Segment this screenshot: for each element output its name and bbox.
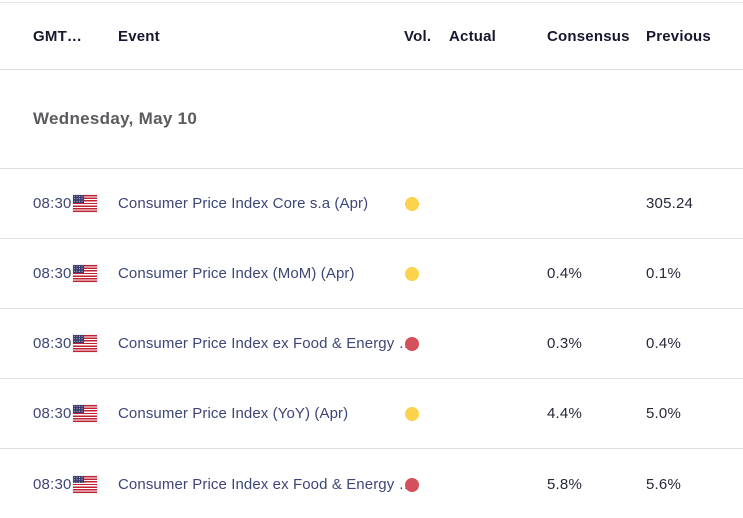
us-flag-icon [73,265,97,283]
previous-value: 5.6% [646,475,681,493]
us-flag-icon [73,405,97,423]
country-flag-cell [73,265,118,283]
country-flag-cell [73,405,118,423]
consensus-value: 5.8% [547,475,582,493]
us-flag-icon [73,335,97,353]
volatility-dot-icon [405,337,419,352]
previous-value: 5.0% [646,405,681,422]
event-name-link[interactable]: Consumer Price Index ex Food & Energy … [118,335,414,352]
volatility-cell [400,195,445,212]
column-header-previous: Previous [646,27,711,45]
volatility-cell [400,335,445,352]
volatility-cell [400,476,445,493]
event-name-link[interactable]: Consumer Price Index ex Food & Energy … [118,475,414,493]
event-name-link[interactable]: Consumer Price Index (YoY) (Apr) [118,405,349,422]
event-time: 08:30 [33,335,72,352]
event-name-link[interactable]: Consumer Price Index (MoM) (Apr) [118,265,355,282]
volatility-dot-icon [405,267,419,282]
event-time: 08:30 [33,475,72,493]
column-header-actual: Actual [449,27,497,45]
previous-value: 305.24 [646,195,694,212]
previous-value: 0.1% [646,265,681,282]
us-flag-icon [73,195,97,213]
column-header-gmt-timezone[interactable]: GMT… [33,27,83,45]
volatility-cell [400,405,445,422]
calendar-header-row: GMT… Event Vol. Actual Consensus Previou… [0,2,743,70]
volatility-dot-icon [405,477,419,492]
event-time: 08:30 [33,265,72,282]
consensus-value: 4.4% [547,405,582,422]
event-row[interactable]: 08:30 Consumer Price Index ex Food & Ene… [0,309,743,379]
consensus-value: 0.3% [547,335,582,352]
event-row[interactable]: 08:30 Consumer Price Index (MoM) (Apr) 0… [0,239,743,309]
previous-value: 0.4% [646,335,681,352]
event-time: 08:30 [33,195,72,212]
us-flag-icon [73,475,97,493]
column-header-event: Event [118,27,160,45]
event-row[interactable]: 08:30 Consumer Price Index Core s.a (Apr… [0,169,743,239]
event-time: 08:30 [33,405,72,422]
column-header-volatility: Vol. [404,27,432,45]
volatility-cell [400,265,445,282]
country-flag-cell [73,195,118,213]
event-row[interactable]: 08:30 Consumer Price Index (YoY) (Apr) 4… [0,379,743,449]
event-row[interactable]: 08:30 Consumer Price Index ex Food & Ene… [0,449,743,518]
column-header-consensus: Consensus [547,27,630,45]
date-group-header: Wednesday, May 10 [0,70,743,169]
event-name-link[interactable]: Consumer Price Index Core s.a (Apr) [118,195,369,212]
consensus-value: 0.4% [547,265,582,282]
country-flag-cell [73,475,118,493]
volatility-dot-icon [405,197,419,212]
country-flag-cell [73,335,118,353]
volatility-dot-icon [405,407,419,422]
